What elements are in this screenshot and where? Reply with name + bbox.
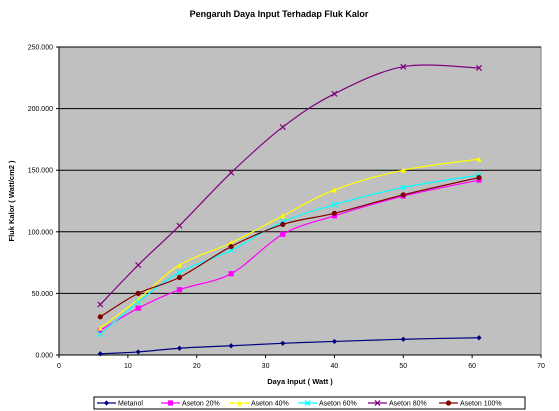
data-point	[228, 243, 234, 250]
data-point	[228, 240, 234, 246]
data-point	[97, 301, 104, 308]
y-axis-title: Fluk Kalor ( Watt/cm2 )	[7, 160, 16, 241]
data-point	[400, 167, 406, 173]
legend-entry: Aseton 80%	[368, 399, 427, 408]
data-point	[228, 271, 234, 277]
plot-area	[58, 46, 542, 356]
data-point	[400, 184, 407, 191]
tick-labels: 0.000 50.000 100.000 150.000 200.000 250.000 0…	[28, 45, 545, 371]
y-tick-label: 150.000	[28, 168, 53, 175]
data-point	[280, 221, 286, 228]
data-point	[176, 274, 183, 280]
legend-label: Aseton 80%	[389, 401, 427, 408]
legend-marker	[167, 400, 174, 406]
data-point	[400, 336, 406, 342]
legend-label: Aseton 40%	[251, 401, 289, 408]
x-tick-label: 10	[124, 363, 132, 370]
data-point	[97, 351, 103, 357]
legend-entry: Aseton 100%	[439, 400, 502, 408]
x-tick-label: 20	[193, 363, 201, 370]
series-6	[97, 174, 482, 320]
y-tick-label: 250.000	[28, 45, 53, 52]
series-1	[97, 335, 482, 357]
y-tick-label: 100.000	[28, 229, 53, 236]
data-point	[280, 231, 286, 237]
data-point	[400, 63, 407, 70]
data-point	[476, 335, 482, 341]
data-point	[331, 201, 338, 208]
legend-marker	[445, 400, 452, 406]
chart-title: Pengaruh Daya Input Terhadap Fluk Kalor	[190, 9, 369, 19]
legend-entry: Aseton 20%	[161, 400, 220, 408]
data-point	[228, 169, 235, 176]
data-point	[476, 156, 482, 162]
legend-entry: Metanol	[97, 400, 143, 408]
series-line	[99, 64, 480, 305]
legend-label: Metanol	[118, 401, 143, 408]
series-layer	[97, 63, 483, 357]
data-point	[476, 64, 483, 71]
data-point	[331, 210, 338, 216]
data-point	[279, 124, 286, 131]
x-tick-label: 50	[399, 363, 407, 370]
legend-entry: Aseton 40%	[230, 400, 289, 408]
y-tick-label: 200.000	[28, 106, 53, 113]
x-tick-label: 30	[262, 363, 270, 370]
legend-label: Aseton 20%	[182, 401, 220, 408]
legend-marker	[374, 399, 381, 407]
data-point	[176, 287, 183, 293]
x-tick-label: 60	[468, 363, 476, 370]
data-point	[176, 222, 183, 229]
data-point	[135, 349, 141, 355]
data-point	[135, 298, 142, 306]
x-tick-label: 40	[331, 363, 339, 370]
x-axis-title: Daya Input ( Watt )	[267, 377, 333, 386]
data-point	[280, 340, 286, 346]
data-point	[97, 325, 103, 331]
data-point	[97, 314, 103, 320]
data-point	[176, 262, 183, 268]
data-point	[97, 331, 104, 338]
data-point	[228, 247, 235, 254]
data-point	[331, 187, 338, 193]
data-point	[135, 290, 141, 296]
legend-label: Aseton 100%	[460, 401, 502, 408]
legend-marker	[103, 400, 110, 406]
legend-label: Aseton 60%	[319, 401, 357, 408]
legend-entry: Aseton 60%	[298, 399, 357, 408]
x-tick-label: 0	[57, 363, 61, 370]
data-point	[176, 269, 183, 276]
legend-marker	[304, 399, 311, 407]
axes	[58, 47, 541, 356]
data-point	[135, 262, 142, 269]
data-point	[280, 213, 286, 219]
gridlines	[59, 46, 541, 294]
data-point	[135, 305, 141, 311]
legend: Metanol Aseton 20% Aseton 40% Aseton 60% Ase…	[93, 396, 526, 410]
data-point	[176, 345, 183, 351]
legend-marker	[236, 400, 243, 406]
y-tick-label: 50.000	[32, 291, 54, 298]
x-tick-label: 70	[537, 363, 545, 370]
data-point	[400, 192, 406, 198]
data-point	[331, 338, 338, 345]
y-tick-label: 0.000	[35, 353, 53, 360]
data-point	[476, 174, 482, 181]
data-point	[331, 90, 338, 97]
data-point	[228, 343, 234, 349]
series-5	[97, 63, 483, 308]
